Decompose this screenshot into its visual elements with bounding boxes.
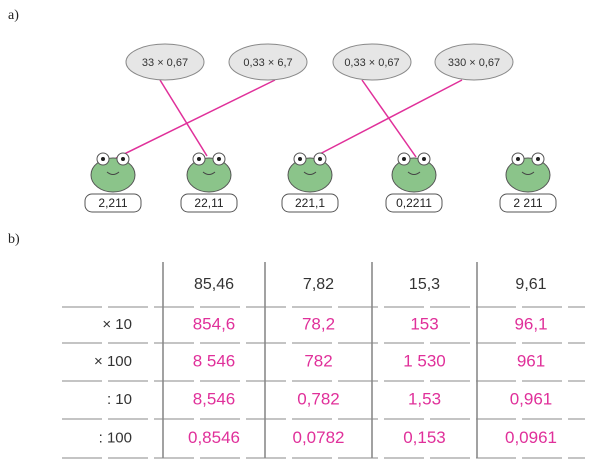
- operation-cell: : 100: [99, 429, 132, 446]
- answer-cell: 0,153: [403, 428, 446, 447]
- answer-cell: 96,1: [514, 314, 547, 333]
- frog-mouth: [521, 171, 535, 175]
- answer-cell: 0,8546: [188, 428, 240, 447]
- answer-cell: 0,961: [510, 389, 553, 408]
- answer-cell: 0,0782: [293, 428, 345, 447]
- lily-pad: [332, 43, 412, 81]
- frog-label: 2,211: [98, 196, 127, 210]
- header-cell: 7,82: [303, 276, 334, 293]
- header-cell: 85,46: [194, 276, 234, 293]
- frog-pupil: [197, 157, 201, 161]
- frog-label-box: [180, 193, 238, 213]
- frog-pupil: [318, 157, 322, 161]
- answer-cell: 0,0961: [505, 428, 557, 447]
- frog-pupil: [516, 157, 520, 161]
- frog-label: 2 211: [513, 196, 542, 210]
- part-label: a): [8, 8, 19, 23]
- frog-label: 221,1: [295, 196, 325, 210]
- operation-cell: × 100: [94, 353, 132, 370]
- answer-cell: 961: [517, 351, 545, 370]
- frog-label-box: [385, 193, 443, 213]
- frog-pupil: [121, 157, 125, 161]
- answer-cell: 782: [304, 351, 332, 370]
- frog-label-box: [281, 193, 339, 213]
- pad-expression: 0,33 × 0,67: [344, 57, 399, 69]
- answer-cell: 1 530: [403, 351, 446, 370]
- answer-cell: 8 546: [193, 351, 236, 370]
- answer-cell: 78,2: [302, 314, 335, 333]
- answer-cell: 8,546: [193, 389, 236, 408]
- frog-label: 22,11: [194, 196, 223, 210]
- header-cell: 9,61: [515, 276, 546, 293]
- pad-expression: 0,33 × 6,7: [243, 57, 292, 69]
- frog-pupil: [402, 157, 406, 161]
- operation-cell: : 10: [107, 391, 132, 408]
- frog-mouth: [202, 171, 216, 175]
- frog-pupil: [217, 157, 221, 161]
- match-lines: [115, 79, 463, 159]
- frog-pupil: [298, 157, 302, 161]
- frog-mouth: [303, 171, 317, 175]
- frog-pupil: [536, 157, 540, 161]
- answer-cell: 0,782: [297, 389, 340, 408]
- lily-pad: [434, 43, 514, 81]
- answer-cell: 1,53: [408, 389, 441, 408]
- frog-pupil: [101, 157, 105, 161]
- header-cell: 15,3: [409, 276, 440, 293]
- answer-cell: 153: [410, 314, 438, 333]
- frog-mouth: [407, 171, 421, 175]
- answer-cell: 854,6: [193, 314, 236, 333]
- pad-expression: 330 × 0,67: [448, 57, 500, 69]
- frog-mouth: [106, 171, 120, 175]
- part-label: b): [8, 232, 20, 247]
- frog-label: 0,2211: [396, 196, 432, 210]
- pad-expression: 33 × 0,67: [142, 57, 188, 69]
- operation-cell: × 10: [102, 316, 132, 333]
- lily-pad: [125, 43, 205, 81]
- lily-pad: [228, 43, 308, 81]
- frog-pupil: [422, 157, 426, 161]
- frog-label-box: [499, 193, 557, 213]
- frog-label-box: [84, 193, 142, 213]
